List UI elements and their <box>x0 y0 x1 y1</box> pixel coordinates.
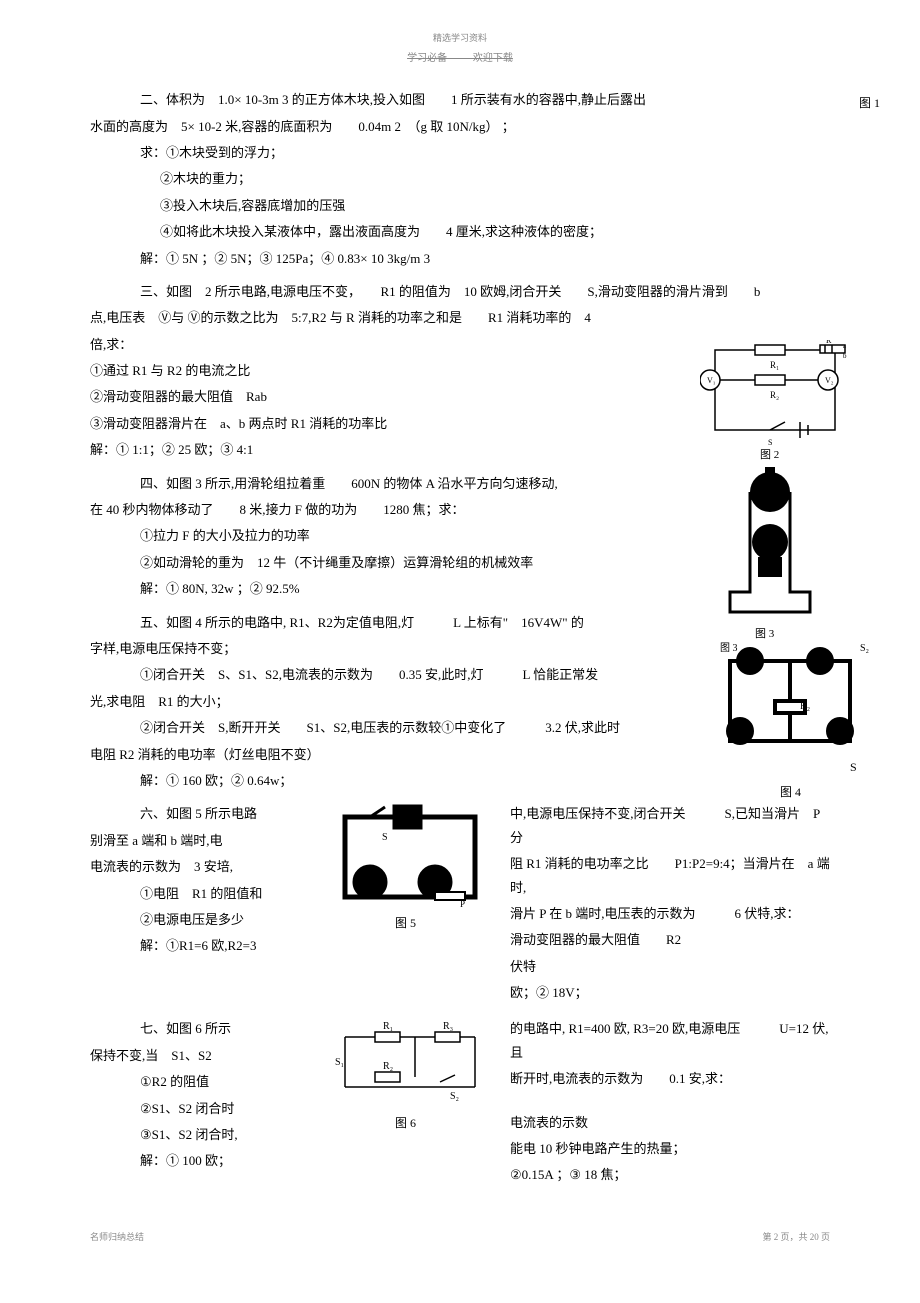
q6-la2: ②电源电压是多少 <box>140 908 310 931</box>
fig5-diagram: S P 图 5 <box>325 802 495 1007</box>
header-label: 精选学习资料 <box>90 30 830 46</box>
q6-ra1: 滑动变阻器的最大阻值 R2 <box>510 928 830 951</box>
svg-text:R₁: R₁ <box>383 1021 393 1032</box>
q7-right1: 的电路中, R1=400 欧, R3=20 欧,电源电压 U=12 伏,且 <box>510 1017 830 1064</box>
q6-la1: ①电阻 R1 的阻值和 <box>140 882 310 905</box>
question-2: 图 1 二、体积为 1.0× 10-3m 3 的正方体木块,投入如图 1 所示装… <box>90 88 830 270</box>
q6-left3: 电流表的示数为 3 安培, <box>90 855 310 878</box>
svg-text:R₂: R₂ <box>800 701 810 712</box>
q7-rb1: 电流表的示数 <box>510 1111 830 1134</box>
q6-right3: 滑片 P 在 b 端时,电压表的示数为 6 伏特,求： <box>510 902 830 925</box>
svg-text:R₁: R₁ <box>770 360 779 370</box>
q6-left2: 别滑至 a 端和 b 端时,电 <box>90 829 310 852</box>
footer: 名师归纳总结 第 2 页，共 20 页 <box>90 1229 830 1245</box>
q2-a2: ②木块的重力； <box>160 167 830 190</box>
q2-a4: ④如将此木块投入某液体中，露出液面高度为 4 厘米,求这种液体的密度； <box>160 220 830 243</box>
q7-la1: ①R2 的阻值 <box>140 1070 310 1093</box>
svg-text:P: P <box>460 899 465 909</box>
svg-text:a: a <box>843 342 847 350</box>
svg-text:R: R <box>826 340 832 345</box>
q2-a3: ③投入木块后,容器底增加的压强 <box>160 194 830 217</box>
fig1-label: 图 1 <box>859 93 880 115</box>
fig6-diagram: R₁ R₃ R₂ S₁ S₂ 图 6 <box>325 1017 495 1189</box>
q3-line2: 点,电压表 Ⓥ与 Ⓥ的示数之比为 5:7,R2 与 R 消耗的功率之和是 R1 … <box>90 306 830 329</box>
svg-text:S: S <box>382 832 388 843</box>
q6-rans: 欧；② 18V； <box>510 981 830 1004</box>
q6-right1: 中,电源电压保持不变,闭合开关 S,已知当滑片 P 分 <box>510 802 830 849</box>
svg-text:V₁: V₁ <box>707 376 716 385</box>
q6-left1: 六、如图 5 所示电路 <box>140 802 310 825</box>
circuit-svg-2: R₁ R₂ V₁ V₂ R a b S 图 2 <box>700 340 850 460</box>
svg-text:S₁: S₁ <box>335 1057 344 1068</box>
q5-line1a: 五、如图 4 所示的电路中, R1、R2为定值电阻,灯 L 上标有" 16V4W… <box>140 611 584 634</box>
q6-ra2: 伏特 <box>510 955 830 978</box>
question-7: 七、如图 6 所示 保持不变,当 S1、S2 ①R2 的阻值 ②S1、S2 闭合… <box>90 1017 830 1189</box>
svg-text:图 5: 图 5 <box>395 916 416 930</box>
q7-left1: 七、如图 6 所示 <box>140 1017 310 1040</box>
q7-left2: 保持不变,当 S1、S2 <box>90 1044 310 1067</box>
svg-text:R₂: R₂ <box>383 1061 393 1072</box>
svg-text:图 4: 图 4 <box>780 785 801 799</box>
q2-line2: 水面的高度为 5× 10-2 米,容器的底面积为 0.04m 2 （g 取 10… <box>90 115 830 138</box>
svg-text:S: S <box>850 760 857 774</box>
q7-la3: ③S1、S2 闭合时, <box>140 1123 310 1146</box>
svg-text:图 6: 图 6 <box>395 1116 416 1130</box>
question-3: R₁ R₂ V₁ V₂ R a b S 图 2 三、如图 2 所示电路,电源电压… <box>90 280 830 462</box>
question-6: 六、如图 5 所示电路 别滑至 a 端和 b 端时,电 电流表的示数为 3 安培… <box>90 802 830 1007</box>
svg-text:V₂: V₂ <box>825 376 834 385</box>
circuit-svg-5: S P 图 5 <box>325 802 495 932</box>
q7-la2: ②S1、S2 闭合时 <box>140 1097 310 1120</box>
circuit-svg-4: 图 3 S₂ R₂ S 图 4 <box>710 601 870 801</box>
svg-text:S: S <box>768 438 772 447</box>
q7-rans: ②0.15A ；③ 18 焦； <box>510 1163 830 1186</box>
footer-left: 名师归纳总结 <box>90 1229 144 1245</box>
q7-rb2: 能电 10 秒钟电路产生的热量； <box>510 1137 830 1160</box>
header-sub: 学习必备 - - - - 欢迎下载 <box>90 50 830 68</box>
svg-text:S₂: S₂ <box>860 643 869 654</box>
q2-line1: 二、体积为 1.0× 10-3m 3 的正方体木块,投入如图 1 所示装有水的容… <box>140 88 830 111</box>
q6-right2: 阻 R1 消耗的电功率之比 P1:P2=9:4；当滑片在 a 端时, <box>510 852 830 899</box>
svg-text:b: b <box>843 352 847 360</box>
question-5: 图 3 S₂ R₂ S 图 4 五、如图 4 所示的电路中, R1、R2为定值电… <box>90 611 830 793</box>
q6-lans: 解：①R1=6 欧,R2=3 <box>140 934 310 957</box>
fig2-diagram: R₁ R₂ V₁ V₂ R a b S 图 2 <box>700 340 850 460</box>
svg-text:R₂: R₂ <box>770 390 779 400</box>
fig4-diagram: 图 3 S₂ R₂ S 图 4 <box>710 601 870 801</box>
q7-lans: 解：① 100 欧； <box>140 1149 310 1172</box>
q2-ask: 求：①木块受到的浮力； <box>140 141 830 164</box>
circuit-svg-6: R₁ R₃ R₂ S₁ S₂ 图 6 <box>325 1017 495 1137</box>
svg-text:R₃: R₃ <box>443 1021 453 1032</box>
svg-text:图 3: 图 3 <box>720 642 738 654</box>
svg-text:S₂: S₂ <box>450 1091 459 1102</box>
q3-line1: 三、如图 2 所示电路,电源电压不变， R1 的阻值为 10 欧姆,闭合开关 S… <box>140 280 830 303</box>
footer-right: 第 2 页，共 20 页 <box>762 1229 830 1245</box>
q7-right2: 断开时,电流表的示数为 0.1 安,求： <box>510 1067 830 1090</box>
fig2-label: 图 2 <box>760 448 779 460</box>
q2-ans: 解：① 5N ；② 5N；③ 125Pa；④ 0.83× 10 3kg/m 3 <box>140 247 830 270</box>
question-4: 图 3 四、如图 3 所示,用滑轮组拉着重 600N 的物体 A 沿水平方向匀速… <box>90 472 830 601</box>
